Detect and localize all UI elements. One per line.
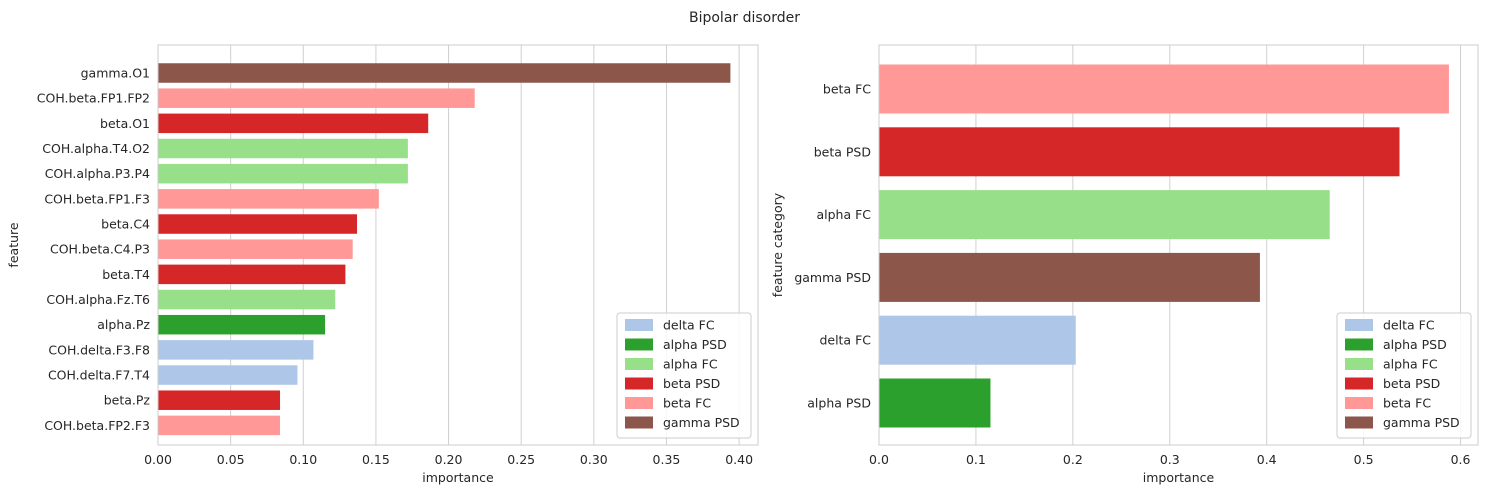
bar [158, 63, 731, 83]
legend-label: alpha PSD [1383, 337, 1447, 352]
legend: delta FC alpha PSD alpha FC beta PSD beta FC… [1336, 312, 1472, 439]
legend-label: delta FC [663, 318, 715, 333]
legend-label: alpha PSD [663, 337, 727, 352]
y-tick-label: COH.alpha.T4.O2 [42, 141, 150, 156]
legend-swatch [1345, 319, 1373, 331]
x-tick-label: 0.25 [507, 452, 535, 467]
legend-swatch [625, 358, 653, 370]
y-tick-label: gamma PSD [794, 270, 871, 285]
y-tick-label: COH.alpha.Fz.T6 [46, 292, 150, 307]
x-tick-label: 0.35 [653, 452, 681, 467]
y-tick-label: beta.C4 [101, 217, 150, 232]
x-tick-label: 0.1 [966, 452, 986, 467]
axes-frame [878, 44, 1479, 446]
x-tick-label: 0.2 [1063, 452, 1083, 467]
legend-label: beta FC [1383, 396, 1431, 411]
bar [158, 289, 336, 310]
legend-label: delta FC [1383, 318, 1435, 333]
y-tick-label: beta.T4 [102, 267, 150, 282]
bar [158, 189, 379, 209]
bar [158, 415, 281, 436]
y-tick-label: COH.alpha.P3.P4 [45, 166, 150, 181]
legend-swatch [625, 319, 653, 331]
bar [879, 252, 1260, 302]
y-tick-label: COH.delta.F7.T4 [48, 368, 150, 383]
x-tick-label: 0.00 [144, 452, 172, 467]
x-axis-label: importance [1143, 470, 1215, 485]
y-tick-label: alpha PSD [807, 396, 871, 411]
y-tick-label: alpha FC [816, 207, 871, 222]
y-axis-label: feature [6, 222, 21, 267]
y-tick-label: beta FC [823, 82, 871, 97]
figure-title: Bipolar disorder [689, 10, 800, 26]
legend-swatch [625, 397, 653, 409]
bar [879, 315, 1076, 365]
legend-swatch [1345, 416, 1373, 429]
x-tick-label: 0.4 [1257, 452, 1277, 467]
y-tick-label: COH.beta.FP1.FP2 [37, 91, 150, 106]
bar [158, 340, 314, 360]
y-tick-label: gamma.O1 [81, 66, 150, 81]
chart-panel-1: 0.00 0.05 0.10 0.15 0.20 0.25 0.30 0.35 0.40 gamm… [6, 44, 759, 485]
bar [158, 314, 326, 335]
bar [879, 127, 1400, 177]
legend: delta FC alpha PSD alpha FC beta PSD beta FC… [616, 312, 752, 439]
y-tick-label: COH.beta.FP1.F3 [44, 191, 150, 206]
x-tick-label: 0.40 [725, 452, 753, 467]
y-tick-label: beta.O1 [100, 116, 150, 131]
x-tick-label: 0.3 [1160, 452, 1180, 467]
bar [158, 214, 358, 234]
legend-swatch [1345, 377, 1373, 390]
y-tick-label: COH.beta.C4.P3 [50, 242, 150, 257]
legend-label: beta FC [663, 396, 711, 411]
legend-label: beta PSD [1383, 376, 1440, 391]
legend-swatch [1345, 338, 1373, 351]
bar [158, 239, 353, 259]
y-tick-label: COH.delta.F3.F8 [48, 342, 150, 357]
x-tick-label: 0.0 [869, 452, 889, 467]
legend-label: alpha FC [1383, 357, 1438, 372]
bar [158, 365, 298, 385]
legend-swatch [1345, 397, 1373, 409]
bar [158, 88, 475, 108]
y-axis-label: feature category [770, 192, 785, 297]
x-tick-label: 0.5 [1354, 452, 1374, 467]
legend-label: gamma PSD [663, 415, 740, 430]
x-tick-label: 0.30 [580, 452, 608, 467]
legend-swatch [625, 338, 653, 351]
y-tick-label: beta PSD [814, 144, 871, 159]
bar [879, 190, 1330, 240]
bar [158, 163, 408, 184]
legend-label: gamma PSD [1383, 415, 1460, 430]
x-axis-label: importance [422, 470, 494, 485]
legend-label: alpha FC [663, 357, 718, 372]
x-tick-label: 0.05 [217, 452, 245, 467]
legend-swatch [625, 377, 653, 390]
bar [158, 390, 281, 410]
y-tick-label: alpha.Pz [97, 317, 150, 332]
bar [879, 378, 991, 428]
bar [158, 113, 429, 134]
legend-label: beta PSD [663, 376, 720, 391]
x-tick-label: 0.20 [435, 452, 463, 467]
chart-panel-2: 0.0 0.1 0.2 0.3 0.4 0.5 0.6 beta FC beta PSD alph… [770, 44, 1479, 485]
bar [158, 138, 408, 159]
x-tick-label: 0.15 [362, 452, 390, 467]
y-tick-label: delta FC [819, 333, 871, 348]
bar [879, 64, 1449, 114]
x-tick-label: 0.6 [1451, 452, 1471, 467]
y-tick-label: COH.beta.FP2.F3 [44, 418, 150, 433]
axes-frame [157, 44, 759, 446]
legend-swatch [625, 416, 653, 429]
legend-swatch [1345, 358, 1373, 370]
x-tick-label: 0.10 [289, 452, 317, 467]
bar [158, 264, 346, 285]
y-tick-label: beta.Pz [104, 393, 151, 408]
